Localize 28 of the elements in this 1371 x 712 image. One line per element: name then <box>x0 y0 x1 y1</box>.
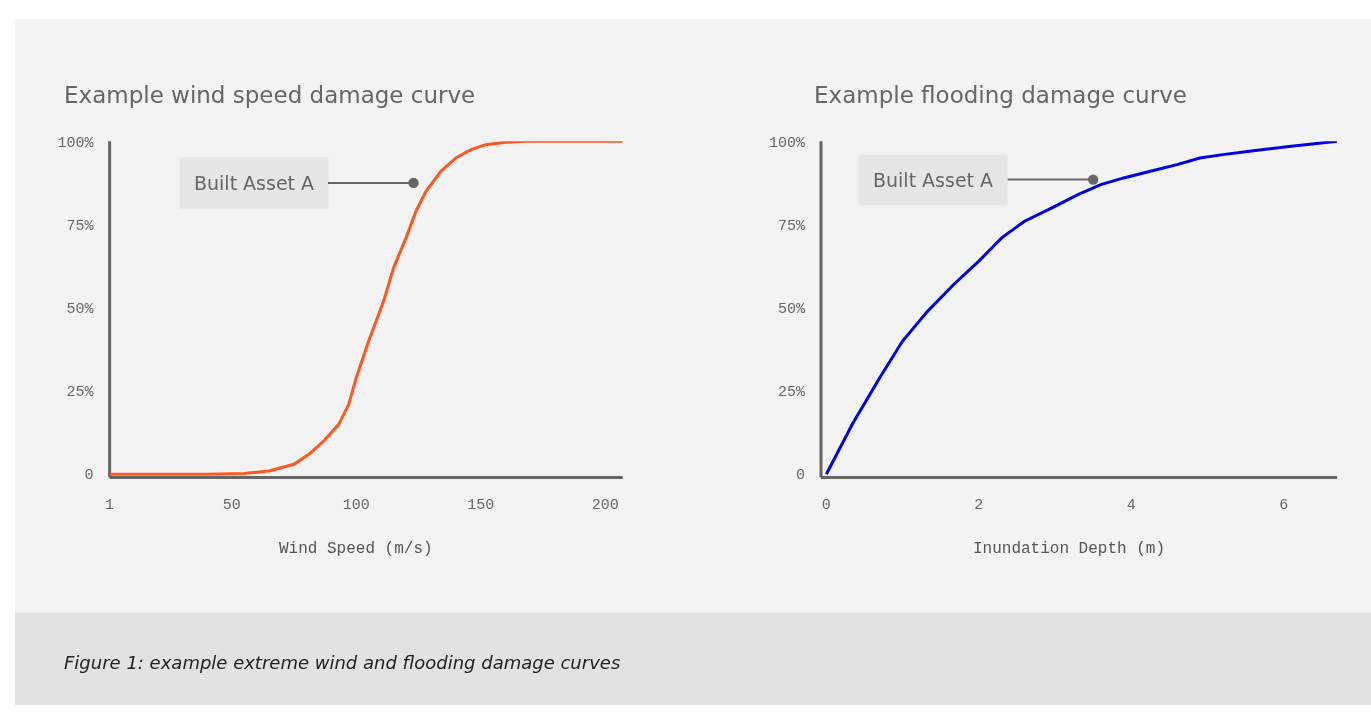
y-tick-label: 0 <box>84 467 94 485</box>
y-tick-label: 25% <box>66 384 95 402</box>
y-tick-label: 50% <box>66 301 95 319</box>
x-tick-label: 0 <box>821 496 831 514</box>
x-tick-label: 2 <box>974 496 984 514</box>
x-tick-label: 150 <box>467 496 495 514</box>
line-series <box>824 141 1338 476</box>
y-tick-label: 50% <box>778 301 806 319</box>
x-tick-label: 200 <box>591 496 619 514</box>
caption: Figure 1: example extreme wind and flooding damage curves <box>64 652 621 673</box>
annotation: Built Asset A <box>194 172 315 194</box>
chart-title: Example wind speed damage curve <box>64 82 476 108</box>
y-tick-label: 0 <box>796 467 806 485</box>
x-tick-label: 6 <box>1279 496 1289 514</box>
y-tick-label: 25% <box>778 384 806 402</box>
line-series <box>109 141 623 476</box>
x-tick-label: 4 <box>1126 496 1136 514</box>
y-tick-label: 75% <box>66 217 95 235</box>
x-tick-label: 50 <box>222 496 241 514</box>
x-tick-label: 1 <box>105 496 115 514</box>
x-tick-label: 100 <box>342 496 370 514</box>
annotation: Built Asset A <box>873 169 994 191</box>
y-tick-label: 75% <box>778 217 806 235</box>
y-tick-label: 100% <box>769 134 806 152</box>
y-tick-label: 100% <box>57 134 95 152</box>
x-axis-title: Inundation Depth (m) <box>973 540 1166 558</box>
x-axis-title: Wind Speed (m/s) <box>279 540 433 558</box>
chart-title: Example flooding damage curve <box>814 82 1187 108</box>
